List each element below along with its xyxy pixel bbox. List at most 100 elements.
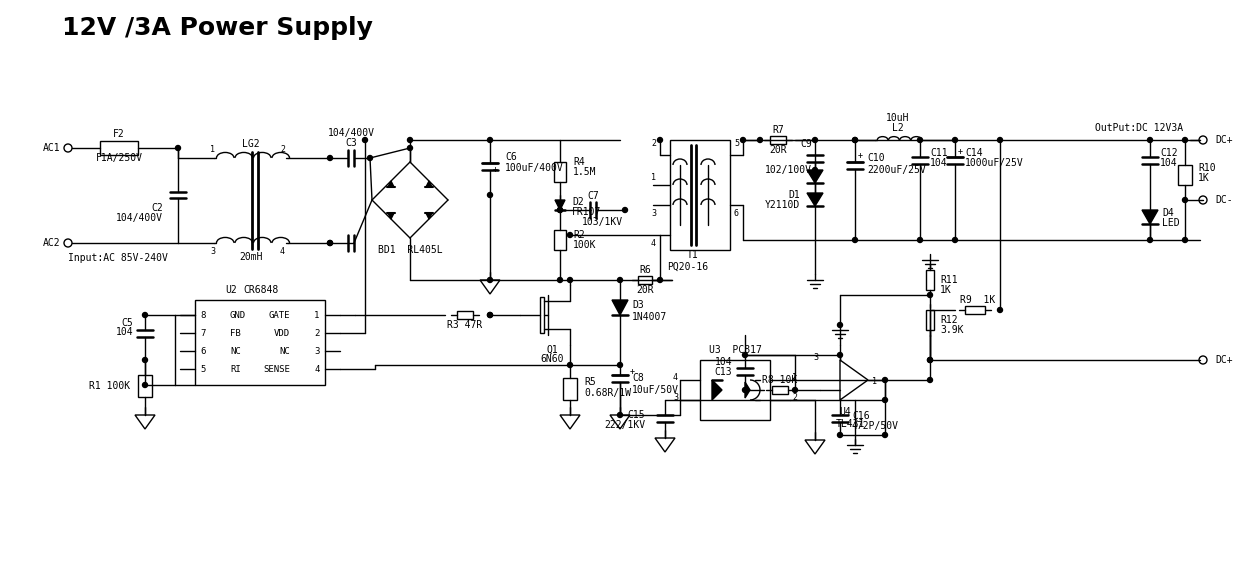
Text: 20R: 20R	[636, 285, 653, 295]
Text: R3 47R: R3 47R	[447, 320, 482, 330]
Text: 1: 1	[651, 172, 656, 181]
Circle shape	[567, 362, 572, 367]
Circle shape	[487, 277, 492, 282]
Circle shape	[487, 193, 492, 197]
Circle shape	[998, 307, 1003, 312]
Text: U2: U2	[225, 285, 237, 295]
Polygon shape	[807, 193, 823, 206]
Bar	[699, 360, 769, 420]
Circle shape	[853, 238, 858, 243]
Text: OutPut:DC 12V3A: OutPut:DC 12V3A	[1095, 123, 1183, 133]
Text: 2200uF/25V: 2200uF/25V	[867, 165, 926, 175]
Text: Q1: Q1	[546, 345, 558, 355]
Text: VDD: VDD	[274, 328, 290, 337]
Polygon shape	[841, 360, 868, 400]
Circle shape	[928, 358, 933, 362]
Bar	[555, 230, 566, 250]
Text: 5: 5	[200, 365, 206, 374]
Circle shape	[367, 155, 372, 160]
Circle shape	[657, 277, 662, 282]
Text: 104: 104	[714, 357, 732, 367]
Text: 4: 4	[280, 247, 285, 256]
Bar	[1178, 165, 1192, 185]
Text: DC-: DC-	[1215, 195, 1233, 205]
Bar	[137, 375, 152, 397]
Circle shape	[793, 387, 798, 392]
Text: 3: 3	[210, 247, 215, 256]
Text: +: +	[493, 166, 498, 175]
Text: 6: 6	[734, 209, 739, 218]
Bar	[457, 311, 473, 319]
Text: 1: 1	[872, 378, 877, 387]
Text: 100K: 100K	[573, 240, 597, 250]
Circle shape	[557, 208, 562, 213]
Circle shape	[918, 238, 923, 243]
Circle shape	[838, 353, 843, 358]
Circle shape	[853, 138, 858, 142]
Circle shape	[883, 433, 888, 438]
Circle shape	[741, 138, 746, 142]
Circle shape	[928, 293, 933, 298]
Circle shape	[953, 138, 958, 142]
Text: 20R: 20R	[769, 145, 787, 155]
Circle shape	[407, 146, 412, 150]
Text: 1.5M: 1.5M	[573, 167, 597, 177]
Text: C15: C15	[627, 410, 644, 420]
Text: R6: R6	[639, 265, 651, 275]
Circle shape	[928, 358, 933, 362]
Text: D3: D3	[632, 300, 643, 310]
Text: 104: 104	[931, 158, 948, 168]
Polygon shape	[135, 415, 155, 429]
Text: C12: C12	[1160, 148, 1178, 158]
Circle shape	[557, 277, 562, 282]
Text: 0.68R/1W: 0.68R/1W	[585, 388, 631, 398]
Polygon shape	[480, 280, 500, 294]
Circle shape	[567, 232, 572, 238]
Text: 1K: 1K	[1198, 173, 1210, 183]
Polygon shape	[426, 213, 432, 219]
Circle shape	[617, 413, 622, 417]
Text: CR6848: CR6848	[244, 285, 279, 295]
Text: C11: C11	[931, 148, 948, 158]
Polygon shape	[712, 380, 722, 400]
Text: 4: 4	[315, 365, 320, 374]
Text: 102/100V: 102/100V	[764, 165, 812, 175]
Text: 20mH: 20mH	[240, 252, 262, 262]
Text: R11: R11	[940, 275, 958, 285]
Text: 2: 2	[651, 138, 656, 147]
Circle shape	[1183, 138, 1188, 142]
Polygon shape	[807, 170, 823, 183]
Text: +: +	[958, 147, 963, 156]
Bar	[638, 276, 652, 284]
Text: R9  1K: R9 1K	[960, 295, 995, 305]
Text: GND: GND	[230, 311, 246, 319]
Polygon shape	[560, 415, 580, 429]
Circle shape	[617, 362, 622, 367]
Text: R8 10K: R8 10K	[762, 375, 798, 385]
Text: 1N4007: 1N4007	[632, 312, 667, 322]
Text: FB: FB	[230, 328, 241, 337]
Text: C10: C10	[867, 153, 884, 163]
Text: 104/400V: 104/400V	[327, 128, 375, 138]
Polygon shape	[1142, 210, 1158, 224]
Text: C3: C3	[345, 138, 357, 148]
Circle shape	[1148, 138, 1153, 142]
Text: BD1  RL405L: BD1 RL405L	[377, 245, 442, 255]
Text: 104: 104	[1160, 158, 1178, 168]
Text: 1: 1	[792, 374, 797, 383]
Text: 3: 3	[651, 209, 656, 218]
Text: C6: C6	[505, 152, 517, 162]
Bar	[555, 162, 566, 182]
Circle shape	[853, 138, 858, 142]
Circle shape	[1183, 238, 1188, 243]
Polygon shape	[654, 438, 674, 452]
Polygon shape	[744, 382, 749, 398]
Polygon shape	[806, 440, 826, 454]
Circle shape	[742, 387, 747, 392]
Text: +: +	[858, 150, 863, 159]
Text: 222/1KV: 222/1KV	[603, 420, 644, 430]
Text: 3: 3	[315, 346, 320, 356]
Text: F2: F2	[114, 129, 125, 139]
Circle shape	[1148, 238, 1153, 243]
Text: C16: C16	[852, 411, 869, 421]
